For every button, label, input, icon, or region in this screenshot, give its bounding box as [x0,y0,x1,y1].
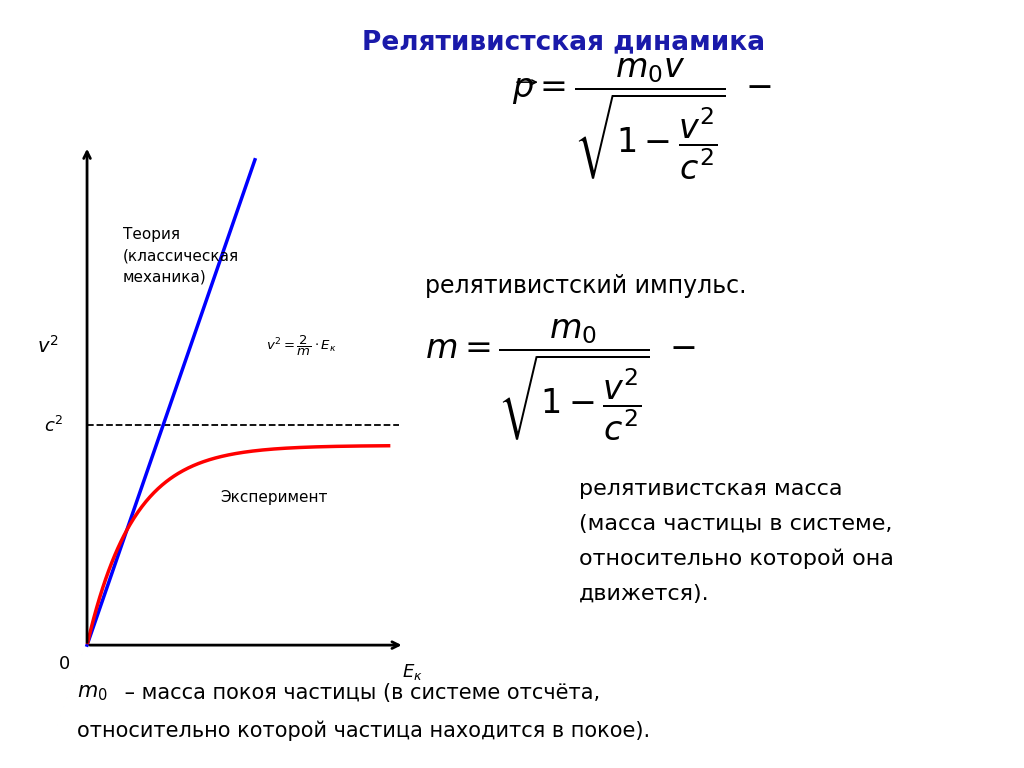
Text: $c^2$: $c^2$ [43,415,63,435]
Text: относительно которой частица находится в покое).: относительно которой частица находится в… [77,721,650,741]
Text: $p = \dfrac{m_0 v}{\sqrt{1 - \dfrac{v^2}{c^2}}}\ -$: $p = \dfrac{m_0 v}{\sqrt{1 - \dfrac{v^2}… [512,56,772,182]
Text: релятивистская масса
(масса частицы в системе,
относительно которой она
движется: релятивистская масса (масса частицы в си… [579,479,893,604]
Text: Теория
(классическая
механика): Теория (классическая механика) [123,227,239,284]
Text: $m = \dfrac{m_0}{\sqrt{1 - \dfrac{v^2}{c^2}}}\ -$: $m = \dfrac{m_0}{\sqrt{1 - \dfrac{v^2}{c… [425,317,696,443]
Text: $v^2 = \dfrac{2}{m}\cdot E_\kappa$: $v^2 = \dfrac{2}{m}\cdot E_\kappa$ [266,333,337,358]
Text: 0: 0 [59,655,70,674]
Text: релятивистский импульс.: релятивистский импульс. [425,273,746,298]
Text: $v^2$: $v^2$ [37,335,59,356]
Text: $E_\kappa$: $E_\kappa$ [402,662,423,682]
Text: $m_0$: $m_0$ [77,683,108,703]
Text: Эксперимент: Эксперимент [220,490,328,505]
Text: – масса покоя частицы (в системе отсчёта,: – масса покоя частицы (в системе отсчёта… [118,683,600,703]
Text: Релятивистская динамика: Релятивистская динамика [361,29,765,55]
